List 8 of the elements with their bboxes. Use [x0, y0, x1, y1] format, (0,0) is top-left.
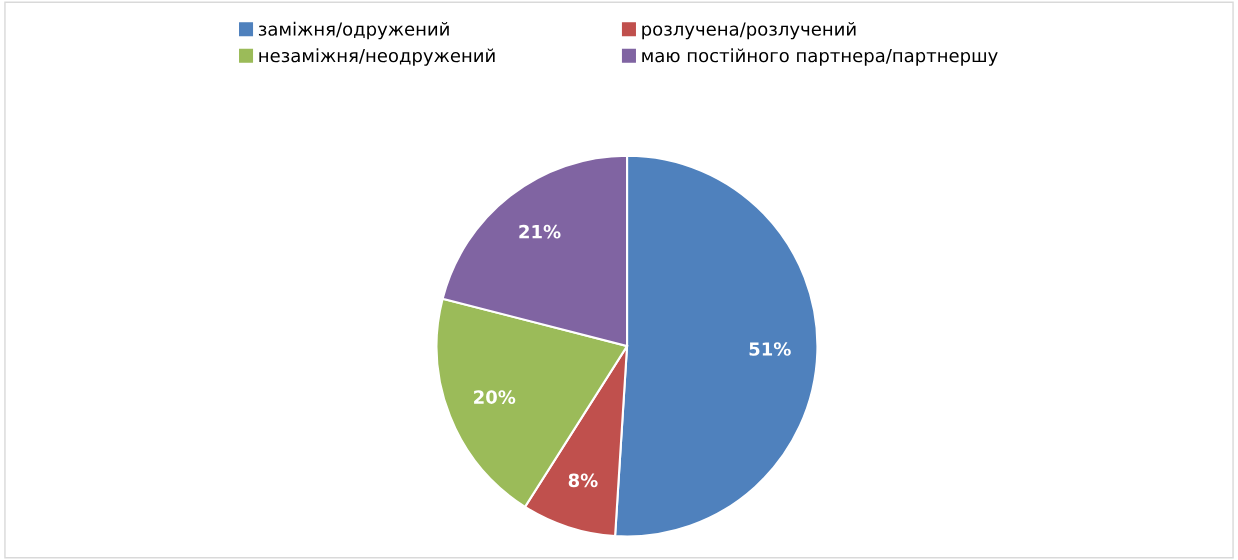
legend-label: незаміжня/неодружений [259, 48, 495, 66]
data-label: 20% [474, 390, 516, 404]
data-label: 8% [568, 473, 598, 488]
data-label: 21% [519, 224, 561, 239]
legend-label: маю постійного партнера/партнершу [642, 48, 998, 66]
legend-label: заміжня/одружений [258, 21, 449, 40]
legend-label: розлучена/розлучений [642, 21, 856, 40]
data-label: 51% [749, 342, 791, 356]
